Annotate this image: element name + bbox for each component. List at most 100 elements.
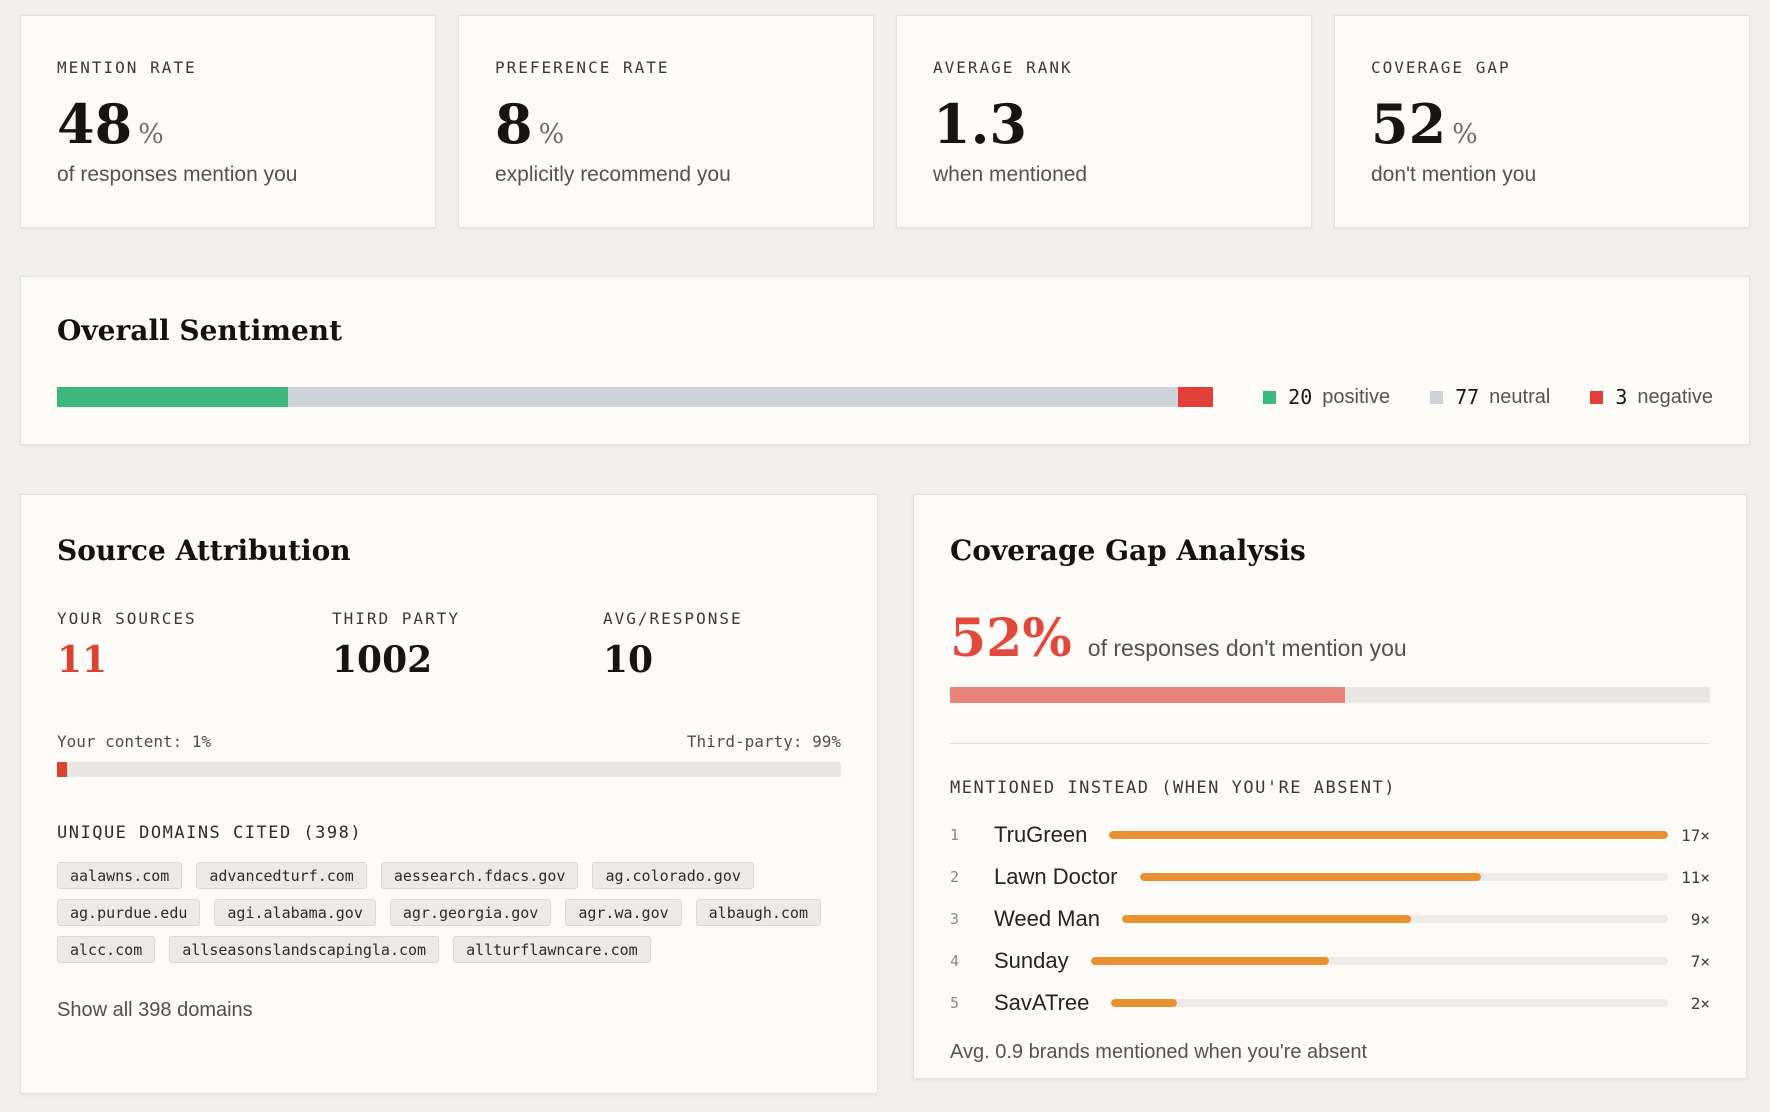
domain-chip[interactable]: albaugh.com <box>695 899 821 926</box>
stat-value: 1.3 <box>933 92 1027 156</box>
avg-brands-note: Avg. 0.9 brands mentioned when you're ab… <box>950 1041 1368 1063</box>
overall-sentiment-panel: Overall Sentiment 20 positive 77 neutral <box>20 276 1750 445</box>
legend-item-negative: 3 negative <box>1590 385 1713 409</box>
stat-description: don't mention you <box>1371 163 1537 186</box>
source-stats-grid: YOUR SOURCES 11 THIRD PARTY 1002 AVG/RES… <box>57 609 841 678</box>
positive-count: 20 <box>1288 385 1313 409</box>
competitor-bar-fill <box>1139 873 1482 881</box>
competitor-bar-track <box>1111 999 1668 1007</box>
stat-card-average-rank: AVERAGE RANK 1.3 when mentioned <box>896 15 1312 228</box>
stat-card-label: COVERAGE GAP <box>1371 58 1511 77</box>
stat-description: explicitly recommend you <box>495 163 731 186</box>
divider <box>950 743 1710 744</box>
negative-count: 3 <box>1615 385 1628 409</box>
stat-description: when mentioned <box>933 163 1088 186</box>
stat-value: 48 <box>57 92 133 156</box>
stat-suffix: % <box>1452 119 1478 150</box>
your-content-fill <box>57 762 68 777</box>
stat-label: AVG/RESPONSE <box>603 609 743 628</box>
domain-chip[interactable]: agi.alabama.gov <box>214 899 376 926</box>
competitor-bar-track <box>1121 915 1668 923</box>
domain-chip[interactable]: allseasonslandscapingla.com <box>169 936 440 963</box>
competitor-count: 11× <box>1681 867 1710 887</box>
legend-item-positive: 20 positive <box>1263 385 1390 409</box>
competitor-count: 7× <box>1690 951 1710 971</box>
domain-chip[interactable]: aessearch.fdacs.gov <box>380 862 579 889</box>
domain-chip[interactable]: alcc.com <box>57 936 156 963</box>
competitor-rank: 4 <box>950 952 960 970</box>
gap-description: of responses don't mention you <box>1087 635 1407 661</box>
competitor-name: SavATree <box>994 990 1090 1015</box>
legend-item-neutral: 77 neutral <box>1430 385 1550 409</box>
sentiment-negative-segment <box>1178 387 1214 407</box>
coverage-gap-fill <box>950 687 1346 703</box>
competitor-rank: 2 <box>950 868 960 886</box>
your-content-label: Your content: 1% <box>57 732 212 751</box>
domain-chip[interactable]: ag.purdue.edu <box>57 899 201 926</box>
show-all-domains-link[interactable]: Show all 398 domains <box>57 999 253 1021</box>
bottom-panels-row: Source Attribution YOUR SOURCES 11 THIRD… <box>20 494 1750 1094</box>
stat-value: 11 <box>57 639 108 681</box>
stat-suffix: % <box>138 119 164 150</box>
domain-chip[interactable]: aalawns.com <box>57 862 183 889</box>
sentiment-legend: 20 positive 77 neutral 3 negative <box>1263 385 1713 409</box>
stat-avg-response: AVG/RESPONSE 10 <box>603 609 841 678</box>
source-attribution-panel: Source Attribution YOUR SOURCES 11 THIRD… <box>20 494 878 1094</box>
competitor-name: Weed Man <box>994 906 1100 931</box>
competitor-bar-fill <box>1121 915 1411 923</box>
stat-description: of responses mention you <box>57 163 298 186</box>
stat-cards-row: MENTION RATE 48 % of responses mention y… <box>20 15 1750 228</box>
positive-swatch-icon <box>1263 390 1277 404</box>
positive-label: positive <box>1322 385 1391 408</box>
competitor-bar-fill <box>1111 999 1178 1007</box>
stat-third-party: THIRD PARTY 1002 <box>332 609 603 678</box>
stat-card-label: MENTION RATE <box>57 58 197 77</box>
coverage-gap-panel: Coverage Gap Analysis 52% of responses d… <box>913 494 1747 1079</box>
stat-label: YOUR SOURCES <box>57 609 197 628</box>
competitor-bar-track <box>1090 957 1668 965</box>
stat-card-coverage-gap: COVERAGE GAP 52 % don't mention you <box>1334 15 1750 228</box>
stat-label: THIRD PARTY <box>332 609 460 628</box>
domain-chip[interactable]: allturflawncare.com <box>453 936 651 963</box>
competitor-bar-fill <box>1090 957 1329 965</box>
competitor-row-sunday: 4 Sunday 7× <box>950 947 1710 975</box>
neutral-label: neutral <box>1489 385 1551 408</box>
competitor-rank: 5 <box>950 994 960 1012</box>
stat-value-row: 1.3 <box>933 97 1275 151</box>
domain-chip[interactable]: ag.colorado.gov <box>592 862 754 889</box>
sentiment-title: Overall Sentiment <box>57 314 343 347</box>
stat-card-label: AVERAGE RANK <box>933 58 1073 77</box>
competitor-row-lawn-doctor: 2 Lawn Doctor 11× <box>950 863 1710 891</box>
stat-value-row: 48 % <box>57 97 399 151</box>
competitor-bar-fill <box>1109 831 1668 839</box>
stat-value: 8 <box>495 92 533 156</box>
domain-chips: aalawns.com advancedturf.com aessearch.f… <box>57 862 841 963</box>
domain-chip[interactable]: agr.georgia.gov <box>389 899 552 926</box>
sentiment-row: 20 positive 77 neutral 3 negative <box>57 385 1713 409</box>
coverage-gap-bar <box>950 687 1710 703</box>
competitor-rank: 3 <box>950 910 960 928</box>
source-attribution-title: Source Attribution <box>57 534 351 567</box>
stat-value-row: 8 % <box>495 97 837 151</box>
stat-value: 52 <box>1371 92 1447 156</box>
stat-card-mention-rate: MENTION RATE 48 % of responses mention y… <box>20 15 436 228</box>
domain-chip[interactable]: agr.wa.gov <box>565 899 682 926</box>
competitor-name: Lawn Doctor <box>994 864 1118 889</box>
stat-suffix: % <box>538 119 565 150</box>
sentiment-neutral-segment <box>288 387 1179 407</box>
mentioned-instead-heading: MENTIONED INSTEAD (WHEN YOU'RE ABSENT) <box>950 778 1396 798</box>
stat-value: 1002 <box>332 639 433 681</box>
content-ratio-labels: Your content: 1% Third-party: 99% <box>57 734 841 750</box>
coverage-gap-title: Coverage Gap Analysis <box>950 534 1306 567</box>
competitor-list: 1 TruGreen 17× 2 Lawn Doctor 11× 3 <box>950 821 1710 1017</box>
competitor-row-weed-man: 3 Weed Man 9× <box>950 905 1710 933</box>
domain-chip[interactable]: advancedturf.com <box>196 862 367 889</box>
competitor-rank: 1 <box>950 826 960 844</box>
sentiment-positive-segment <box>57 387 289 407</box>
stat-your-sources: YOUR SOURCES 11 <box>57 609 332 678</box>
stat-value: 10 <box>603 639 654 681</box>
content-ratio-bar <box>57 762 841 777</box>
stat-card-preference-rate: PREFERENCE RATE 8 % explicitly recommend… <box>458 15 874 228</box>
coverage-gap-stat: 52% of responses don't mention you <box>950 613 1710 665</box>
unique-domains-heading: UNIQUE DOMAINS CITED (398) <box>57 823 363 843</box>
